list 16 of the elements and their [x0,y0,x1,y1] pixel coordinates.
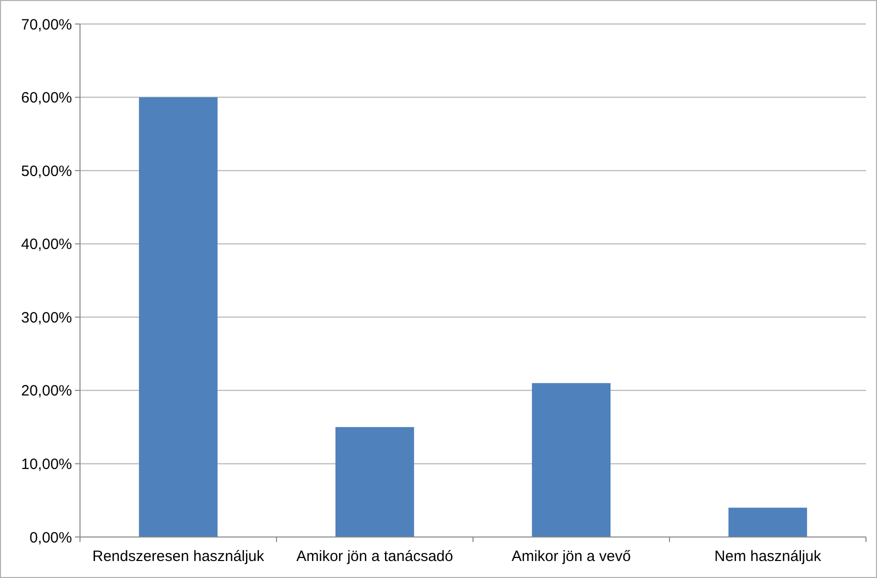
y-tick-label: 0,00% [29,529,72,546]
y-tick-label: 40,00% [21,236,72,254]
y-tick-label: 60,00% [21,90,72,107]
bar [138,97,218,537]
y-tick-label: 30,00% [21,309,72,326]
bar [335,427,414,537]
y-tick-label: 20,00% [21,382,72,400]
y-tick-label: 50,00% [21,162,72,180]
bar [728,508,808,537]
y-tick-label: 10,00% [21,456,72,473]
bar [532,383,611,537]
x-tick-label: Rendszeresen használjuk [92,548,265,565]
x-tick-label: Nem használjuk [714,548,822,565]
y-tick-label: 70,00% [21,16,72,34]
x-tick-label: Amikor jön a vevő [512,548,631,565]
x-tick-label: Amikor jön a tanácsadó [296,548,454,565]
